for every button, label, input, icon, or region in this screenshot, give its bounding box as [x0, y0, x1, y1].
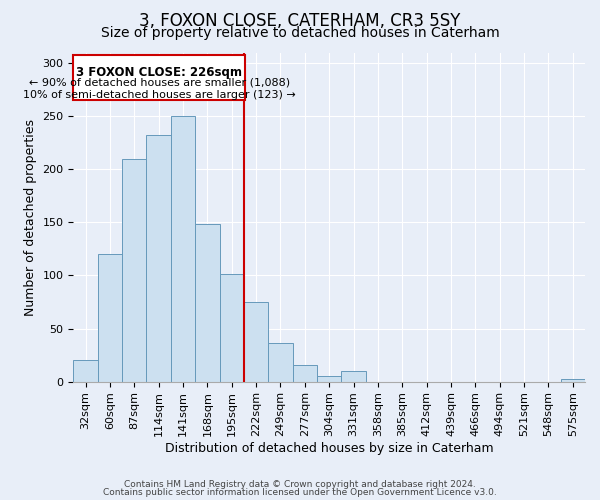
Text: 3 FOXON CLOSE: 226sqm: 3 FOXON CLOSE: 226sqm: [76, 66, 242, 80]
Bar: [317, 376, 341, 382]
Y-axis label: Number of detached properties: Number of detached properties: [24, 118, 37, 316]
Text: 3, FOXON CLOSE, CATERHAM, CR3 5SY: 3, FOXON CLOSE, CATERHAM, CR3 5SY: [139, 12, 461, 30]
Bar: [268, 344, 293, 382]
Bar: [244, 302, 268, 382]
Text: Size of property relative to detached houses in Caterham: Size of property relative to detached ho…: [101, 26, 499, 40]
Bar: [122, 158, 146, 382]
Bar: [341, 371, 366, 382]
Bar: [73, 360, 98, 382]
Text: Contains public sector information licensed under the Open Government Licence v3: Contains public sector information licen…: [103, 488, 497, 497]
Bar: [220, 274, 244, 382]
Bar: [293, 364, 317, 382]
Bar: [171, 116, 195, 382]
Bar: [146, 136, 171, 382]
Bar: [98, 254, 122, 382]
X-axis label: Distribution of detached houses by size in Caterham: Distribution of detached houses by size …: [165, 442, 493, 455]
Bar: [195, 224, 220, 382]
FancyBboxPatch shape: [73, 54, 245, 100]
Bar: [560, 380, 585, 382]
Text: 10% of semi-detached houses are larger (123) →: 10% of semi-detached houses are larger (…: [23, 90, 296, 100]
Text: ← 90% of detached houses are smaller (1,088): ← 90% of detached houses are smaller (1,…: [29, 78, 290, 88]
Text: Contains HM Land Registry data © Crown copyright and database right 2024.: Contains HM Land Registry data © Crown c…: [124, 480, 476, 489]
